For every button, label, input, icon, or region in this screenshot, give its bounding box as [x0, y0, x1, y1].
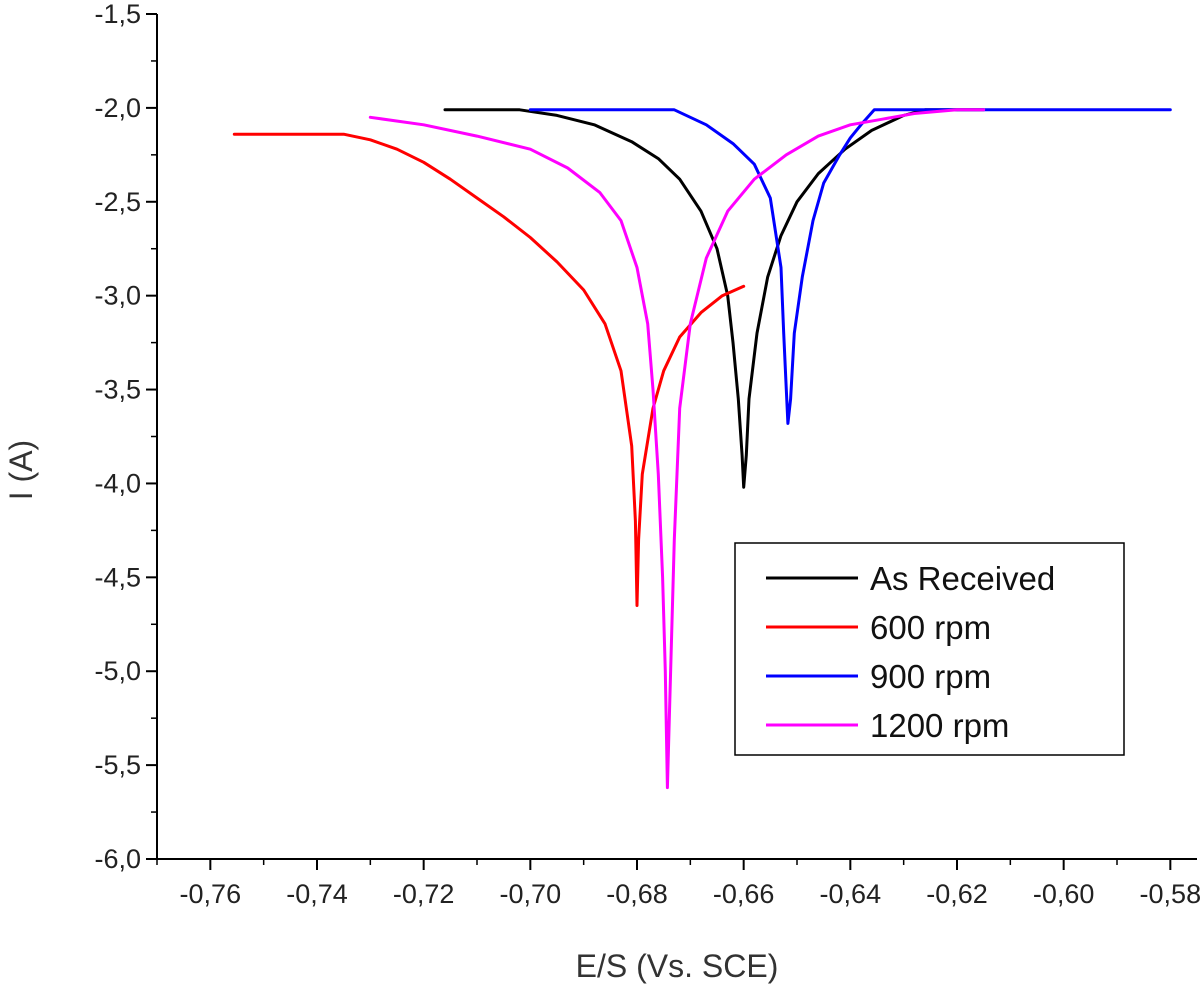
x-axis-title: E/S (Vs. SCE) — [576, 948, 779, 984]
x-tick-label: -0,74 — [286, 879, 348, 909]
series-line-1 — [443, 108, 986, 489]
x-tick-label: -0,58 — [1140, 879, 1200, 909]
legend-label-2: 600 rpm — [870, 609, 991, 646]
y-tick-label: -5,0 — [94, 656, 141, 686]
y-tick-label: -2,5 — [94, 187, 141, 217]
x-tick-label: -0,62 — [926, 879, 988, 909]
axes-layer — [156, 14, 1197, 860]
y-tick-label: -2,0 — [94, 93, 141, 123]
series-line-2 — [232, 132, 746, 607]
x-tick-label: -0,70 — [500, 879, 562, 909]
x-tick-label: -0,64 — [820, 879, 882, 909]
series-line-3 — [528, 108, 1172, 425]
legend-label-1: As Received — [870, 560, 1055, 597]
x-tick-label: -0,60 — [1033, 879, 1095, 909]
y-tick-label: -4,5 — [94, 562, 141, 592]
ticks-layer: -0,76 -0,74 -0,72 -0,70 -0,68 -0,66 -0,64 -0,62… — [94, 0, 1200, 909]
x-tick-label: -0,72 — [393, 879, 455, 909]
legend: As Received 600 rpm 900 rpm 1200 rpm — [734, 542, 1125, 756]
y-tick-label: -6,0 — [94, 844, 141, 874]
y-tick-label: -3,5 — [94, 375, 141, 405]
y-tick-label: -3,0 — [94, 281, 141, 311]
series-line-4 — [368, 108, 986, 790]
x-tick-label: -0,76 — [180, 879, 242, 909]
y-tick-label: -4,0 — [94, 468, 141, 498]
y-tick-label: -1,5 — [94, 0, 141, 29]
x-tick-label: -0,68 — [606, 879, 668, 909]
y-tick-label: -5,5 — [94, 750, 141, 780]
legend-label-3: 900 rpm — [870, 658, 991, 695]
y-axis-title: I (A) — [3, 440, 39, 500]
legend-label-4: 1200 rpm — [870, 707, 1009, 744]
x-tick-label: -0,66 — [713, 879, 775, 909]
series-layer — [232, 108, 1172, 790]
